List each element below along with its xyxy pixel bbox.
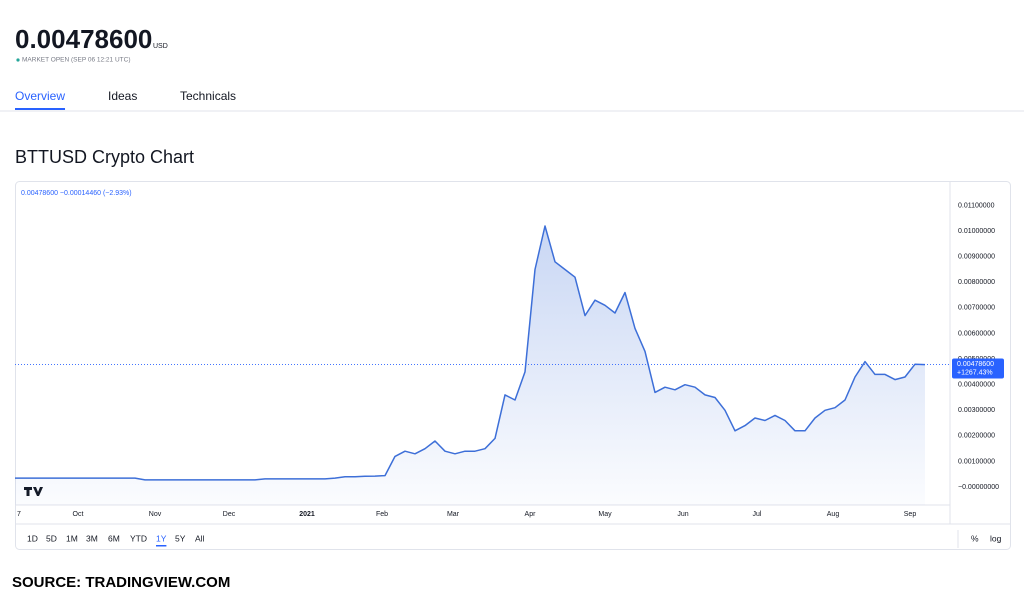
chart-title: BTTUSD Crypto Chart — [15, 147, 194, 167]
x-tick-label: Sep — [904, 511, 917, 518]
price-tag — [952, 358, 1004, 379]
tab[interactable]: Technicals — [180, 89, 236, 103]
tab[interactable]: Overview — [15, 89, 65, 103]
tab[interactable]: Ideas — [108, 89, 137, 103]
range-button[interactable]: 5D — [46, 533, 57, 543]
tab-underline — [15, 108, 66, 110]
price-tag-value: 0.00478600 — [957, 361, 994, 368]
x-tick-label: Oct — [73, 511, 84, 518]
y-tick-label: 0.00700000 — [958, 305, 995, 312]
x-tick-label: Dec — [223, 511, 236, 518]
range-underline — [156, 545, 167, 547]
y-tick-label: −0.00000000 — [958, 484, 999, 491]
y-tick-label: 0.00600000 — [958, 330, 995, 337]
price-line — [15, 225, 926, 481]
range-button[interactable]: 5Y — [175, 533, 186, 543]
range-button[interactable]: 6M — [108, 533, 120, 543]
price-tag-change: +1267.43% — [957, 369, 993, 376]
x-tick-label: Jul — [753, 511, 762, 518]
x-tick-label: May — [598, 511, 612, 518]
y-tick-label: 0.01100000 — [958, 202, 995, 209]
scale-button[interactable]: log — [990, 533, 1002, 543]
y-tick-label: 0.01000000 — [958, 228, 995, 235]
x-tick-label: 2021 — [299, 511, 315, 518]
y-tick-label: 0.00300000 — [958, 407, 995, 414]
status-dot — [16, 58, 20, 62]
price: 0.00478600 — [15, 24, 152, 54]
y-tick-label: 0.00200000 — [958, 433, 995, 440]
range-button[interactable]: All — [195, 533, 205, 543]
y-tick-label: 0.00900000 — [958, 254, 995, 261]
x-tick-label: Feb — [376, 511, 388, 518]
market-status: MARKET OPEN (SEP 06 12:21 UTC) — [22, 57, 131, 64]
range-button[interactable]: 3M — [86, 533, 98, 543]
chart-legend: 0.00478600 −0.00014460 (−2.93%) — [21, 190, 132, 197]
scale-button[interactable]: % — [971, 533, 979, 543]
range-button[interactable]: YTD — [130, 533, 147, 543]
currency: USD — [153, 43, 168, 50]
source: SOURCE: TRADINGVIEW.COM — [12, 574, 230, 591]
range-button[interactable]: 1M — [66, 533, 78, 543]
y-tick-label: 0.00100000 — [958, 458, 995, 465]
area — [15, 226, 925, 505]
y-tick-label: 0.00400000 — [958, 382, 995, 389]
x-tick-label: 7 — [17, 511, 21, 518]
x-tick-label: Jun — [677, 511, 688, 518]
x-tick-label: Nov — [149, 511, 162, 518]
y-tick-label: 0.00800000 — [958, 279, 995, 286]
x-tick-label: Apr — [525, 511, 537, 518]
x-tick-label: Mar — [447, 511, 460, 518]
range-button[interactable]: 1D — [27, 533, 38, 543]
range-button[interactable]: 1Y — [156, 533, 167, 543]
x-tick-label: Aug — [827, 511, 840, 518]
